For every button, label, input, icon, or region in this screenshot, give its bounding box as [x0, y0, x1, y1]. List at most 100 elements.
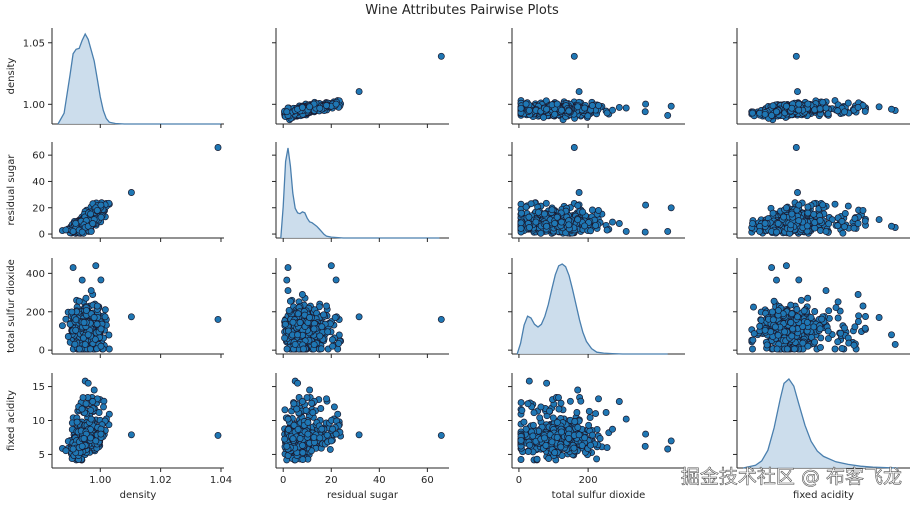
scatter-point — [837, 329, 845, 337]
panel-density-vs-residual-sugar — [272, 28, 449, 128]
scatter-point — [800, 307, 808, 315]
scatter-point — [844, 202, 852, 210]
scatter-point — [525, 107, 533, 114]
panel-density-vs-total-sulfur-dioxide — [508, 28, 685, 128]
scatter-point — [588, 206, 596, 214]
scatter-point — [75, 345, 83, 353]
scatter-point — [782, 102, 790, 110]
scatter-point — [861, 217, 869, 225]
scatter-point — [298, 291, 306, 298]
scatter-point — [855, 312, 863, 320]
scatter-point — [795, 276, 803, 284]
scatter-point — [769, 316, 777, 324]
scatter-point — [832, 304, 840, 312]
scatter-point — [89, 220, 97, 227]
scatter-point — [540, 113, 548, 121]
scatter-point — [615, 103, 623, 111]
scatter-point — [854, 220, 862, 227]
scatter-point — [773, 345, 781, 353]
scatter-point — [603, 226, 611, 234]
y-axis-label-residual-sugar: residual sugar — [6, 154, 17, 226]
scatter-point — [97, 325, 105, 333]
scatter-point — [324, 328, 332, 336]
scatter-point — [841, 324, 848, 332]
scatter-point — [769, 209, 777, 217]
panel-total-sulfur-dioxide-vs-fixed-acidity — [733, 258, 910, 355]
kde-line-density — [57, 32, 221, 125]
scatter-point — [841, 223, 848, 231]
scatter-point — [774, 306, 782, 314]
scatter-point — [300, 345, 307, 353]
scatter-point — [768, 308, 776, 316]
scatter-point — [214, 315, 222, 323]
scatter-point — [804, 209, 812, 217]
scatter-point — [283, 345, 291, 353]
scatter-point — [332, 276, 340, 284]
y-tick-label: 1.05 — [23, 38, 45, 49]
scatter-point — [763, 341, 771, 349]
scatter-point — [816, 325, 824, 333]
scatter-point — [318, 323, 326, 331]
scatter-point — [72, 219, 80, 227]
scatter-point — [609, 218, 616, 226]
scatter-point — [834, 222, 842, 230]
scatter-point — [788, 310, 796, 318]
scatter-point — [789, 325, 797, 333]
scatter-point — [87, 210, 95, 218]
scatter-point — [831, 345, 839, 353]
scatter-point — [817, 343, 824, 351]
scatter-point — [579, 208, 587, 216]
scatter-point — [875, 314, 883, 321]
scatter-point — [281, 320, 289, 328]
scatter-point — [816, 217, 824, 224]
scatter-point — [87, 287, 95, 295]
scatter-point — [281, 334, 289, 342]
scatter-point — [822, 287, 830, 295]
scatter-point — [532, 218, 540, 226]
scatter-point — [575, 189, 583, 196]
scatter-point — [127, 189, 135, 196]
scatter-point — [90, 314, 98, 321]
scatter-point — [68, 308, 76, 316]
scatter-point — [320, 311, 328, 319]
scatter-point — [794, 189, 801, 196]
scatter-point — [537, 229, 545, 237]
scatter-point — [522, 100, 530, 108]
scatter-point — [69, 227, 77, 235]
scatter-point — [323, 102, 330, 109]
scatter-point — [824, 327, 832, 335]
scatter-point — [574, 103, 582, 111]
scatter-point — [310, 341, 318, 349]
y-tick-label: 40 — [32, 177, 45, 188]
scatter-point — [82, 306, 90, 314]
scatter-point — [851, 323, 859, 331]
scatter-point — [331, 314, 339, 321]
scatter-point — [323, 302, 330, 310]
scatter-point — [875, 103, 883, 111]
scatter-point — [101, 306, 109, 314]
scatter-point — [575, 88, 583, 96]
y-tick-label: 1.00 — [23, 100, 45, 111]
scatter-point — [783, 345, 791, 353]
scatter-point — [773, 228, 780, 236]
scatter-point — [93, 302, 101, 310]
scatter-point — [810, 323, 818, 331]
scatter-point — [773, 276, 780, 284]
scatter-point — [794, 88, 801, 96]
scatter-point — [78, 276, 86, 284]
scatter-point — [782, 204, 790, 212]
scatter-point — [824, 110, 832, 118]
kde-fill-total-sulfur-dioxide — [517, 264, 668, 354]
scatter-point — [770, 297, 778, 305]
scatter-point — [355, 313, 363, 321]
scatter-point — [787, 301, 795, 309]
scatter-point — [588, 102, 596, 109]
scatter-point — [97, 342, 105, 350]
kde-fill-residual-sugar — [280, 148, 440, 238]
scatter-point — [891, 340, 899, 348]
scatter-point — [548, 206, 556, 214]
scatter-point — [859, 206, 867, 214]
scatter-point — [75, 297, 83, 305]
